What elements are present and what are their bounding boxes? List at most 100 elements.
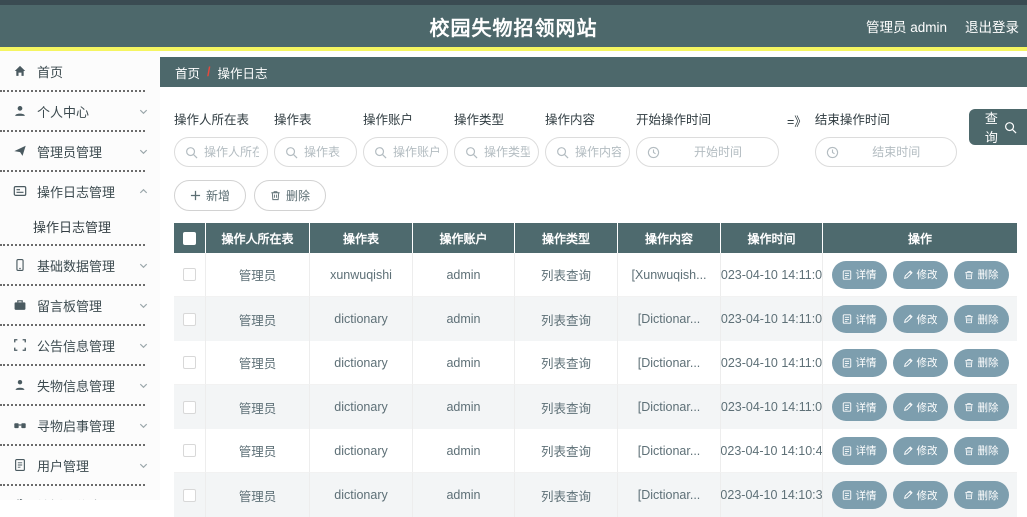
main-panel: 首页 / 操作日志 操作人所在表操作表操作账户操作类型操作内容开始操作时间=》结… [160,51,1027,500]
logout-link[interactable]: 退出登录 [965,16,1019,36]
edit-button-label: 修改 [917,400,938,415]
trash-icon [964,270,974,280]
sidebar-item-7[interactable]: 失物信息管理 [0,367,160,403]
delete-button[interactable]: 删除 [954,437,1009,465]
sidebar-item-2[interactable]: 管理员管理 [0,133,160,169]
breadcrumb-home[interactable]: 首页 [175,63,200,82]
cell-time: 2023-04-10 14:11:06 [721,385,823,429]
cell-account: admin [413,429,515,473]
add-button[interactable]: 新增 [174,180,246,211]
select-all-checkbox[interactable] [183,232,196,245]
filter-input-op-account[interactable] [393,145,439,159]
delete-button[interactable]: 删除 [954,393,1009,421]
filter-input-end-time[interactable] [845,145,948,159]
filter-input-box-op-source-table [174,137,268,167]
person-icon [12,377,28,393]
cell-time: 2023-04-10 14:11:06 [721,253,823,297]
filter-input-op-source-table[interactable] [204,145,259,159]
doc-icon [842,270,852,280]
delete-button[interactable]: 删除 [954,261,1009,289]
current-user-label[interactable]: 管理员 admin [866,16,947,36]
sidebar-item-label: 用户管理 [37,456,138,475]
filter-group-end-time: 结束操作时间 [815,109,957,167]
clock-icon [647,146,660,159]
edit-button[interactable]: 修改 [893,349,948,377]
trash-icon [964,490,974,500]
edit-button[interactable]: 修改 [893,393,948,421]
filter-input-op-type[interactable] [484,145,530,159]
sidebar-item-4[interactable]: 基础数据管理 [0,247,160,283]
filter-input-op-table[interactable] [304,145,348,159]
detail-button-label: 详情 [856,488,877,503]
sidebar-item-6[interactable]: 公告信息管理 [0,327,160,363]
filter-input-box-start-time [636,137,779,167]
query-button[interactable]: 查询 [969,109,1027,145]
filter-input-box-op-type [454,137,539,167]
sidebar-item-5[interactable]: 留言板管理 [0,287,160,323]
detail-button[interactable]: 详情 [832,481,887,509]
delete-button-label: 删除 [978,312,999,327]
edit-button[interactable]: 修改 [893,305,948,333]
filter-input-box-op-account [363,137,448,167]
delete-button-label: 删除 [978,400,999,415]
chevron-down-icon [138,106,150,117]
detail-button[interactable]: 详情 [832,305,887,333]
cell-type: 列表查询 [515,385,618,429]
cell-actions: 详情修改 删除 [823,297,1017,341]
chevron-down-icon [138,460,150,471]
cell-time: 2023-04-10 14:11:06 [721,297,823,341]
filter-input-box-op-table [274,137,357,167]
sidebar-item-9[interactable]: 用户管理 [0,447,160,483]
sidebar-item-label: 留言板管理 [37,296,138,315]
chevron-up-icon [138,186,150,197]
row-checkbox-cell [174,473,206,517]
edit-button[interactable]: 修改 [893,481,948,509]
sidebar-subitem-3-0[interactable]: 操作日志管理 [0,209,160,243]
row-checkbox[interactable] [183,356,196,369]
cell-actions: 详情修改删除 [823,253,1017,297]
cell-actions: 详情修改 删除 [823,341,1017,385]
delete-button[interactable]: 删除 [954,349,1009,377]
row-checkbox[interactable] [183,313,196,326]
edit-button[interactable]: 修改 [893,437,948,465]
sidebar-item-8[interactable]: 寻物启事管理 [0,407,160,443]
row-checkbox[interactable] [183,401,196,414]
detail-button-label: 详情 [856,443,877,458]
search-icon [285,146,298,159]
detail-button[interactable]: 详情 [832,349,887,377]
edit-button[interactable]: 修改 [893,261,948,289]
row-checkbox[interactable] [183,444,196,457]
delete-button-label: 删除 [978,355,999,370]
row-checkbox[interactable] [183,268,196,281]
delete-button[interactable]: 删除 [954,481,1009,509]
log-card-icon [12,183,28,199]
search-icon [556,146,569,159]
column-header-6: 操作 [823,223,1017,253]
detail-button[interactable]: 详情 [832,437,887,465]
detail-button[interactable]: 详情 [832,261,887,289]
filter-input-box-end-time [815,137,957,167]
user-icon [12,103,28,119]
sidebar-item-0[interactable]: 首页 [0,53,160,89]
doc-icon [842,402,852,412]
sidebar-divider [0,170,145,172]
sidebar-item-1[interactable]: 个人中心 [0,93,160,129]
sidebar-item-10[interactable]: 轮播图信息 [0,487,160,500]
briefcase-icon [12,297,28,313]
doc-icon [842,358,852,368]
filter-input-box-op-content [545,137,630,167]
chevron-down-icon [138,260,150,271]
app-header: 校园失物招领网站 管理员 admin 退出登录 [0,5,1027,47]
cell-content: [Dictionar... [618,429,721,473]
filter-label-op-account: 操作账户 [363,109,448,128]
sidebar-item-label: 管理员管理 [37,142,138,161]
filter-input-op-content[interactable] [575,145,621,159]
filter-input-start-time[interactable] [666,145,770,159]
column-header-2: 操作账户 [413,223,515,253]
sidebar-item-3[interactable]: 操作日志管理 [0,173,160,209]
delete-button-label: 删除 [978,443,999,458]
cell-content: [Xunwuqish... [618,253,721,297]
detail-button[interactable]: 详情 [832,393,887,421]
delete-button[interactable]: 删除 [254,180,326,211]
delete-button[interactable]: 删除 [954,305,1009,333]
